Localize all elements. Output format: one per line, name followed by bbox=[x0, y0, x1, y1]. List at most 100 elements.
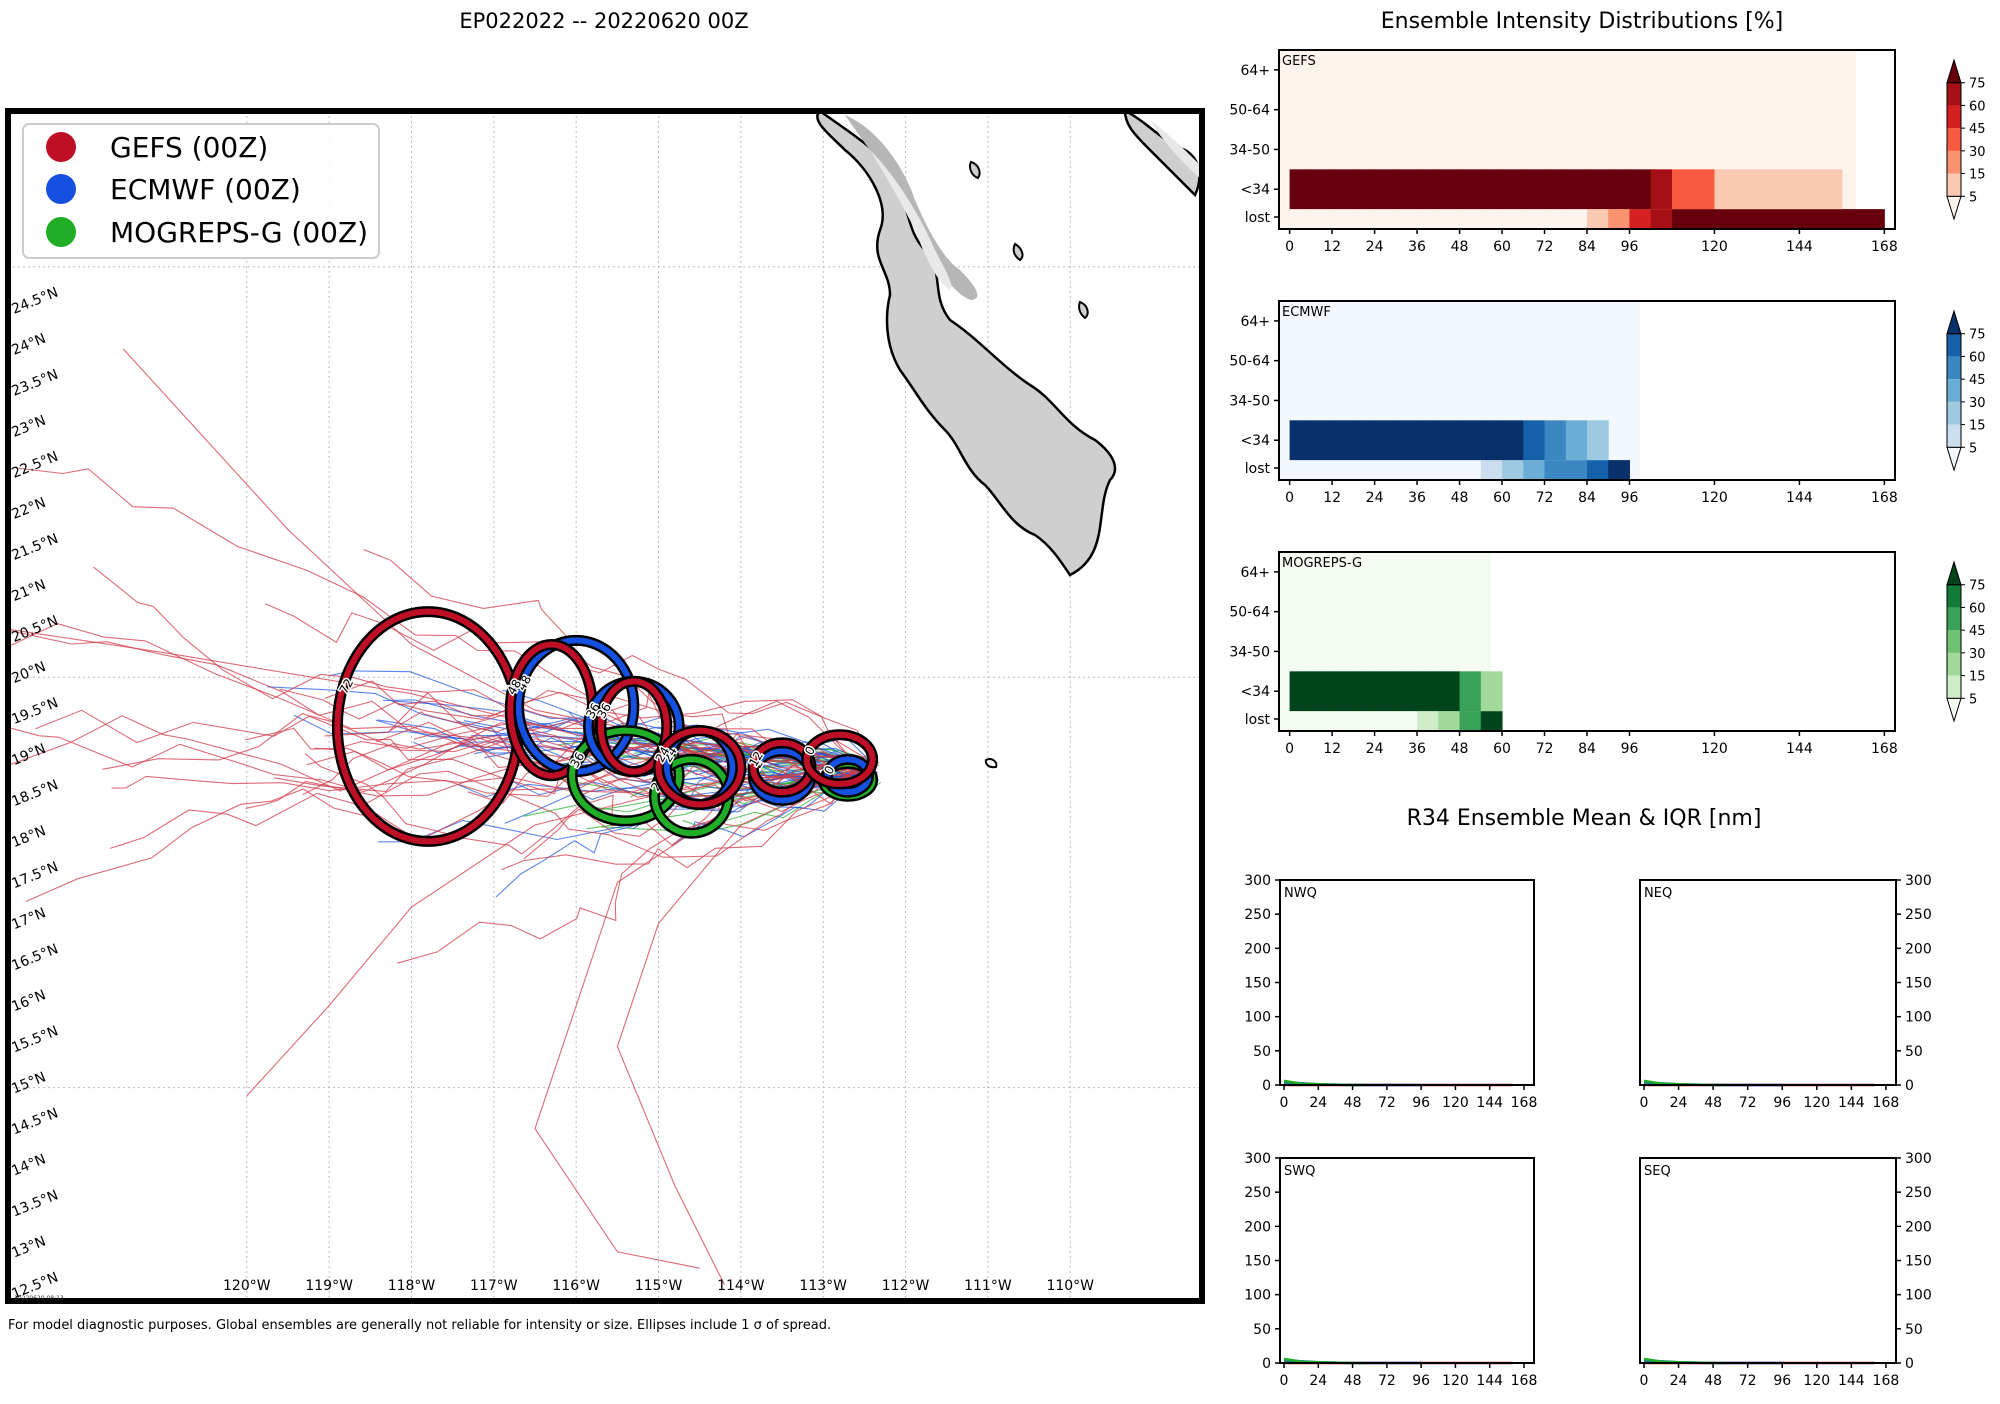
heatmap-cell bbox=[1438, 420, 1461, 461]
heatmap-ytick-label: 64+ bbox=[1240, 63, 1270, 79]
ensemble-track-outlier bbox=[534, 767, 865, 1269]
r34-ytick-label: 150 bbox=[1905, 976, 1932, 992]
legend-box bbox=[22, 123, 380, 259]
lon-label: 120°W bbox=[223, 1278, 271, 1294]
ellipse-ring bbox=[569, 727, 683, 824]
ellipse-ring bbox=[655, 727, 744, 808]
r34-xtick-label: 0 bbox=[1280, 1095, 1289, 1111]
ensemble-track bbox=[501, 774, 869, 871]
lon-label: 116°W bbox=[552, 1278, 600, 1294]
heatmap-cell bbox=[1863, 209, 1885, 229]
r34-xtick-label: 96 bbox=[1773, 1373, 1791, 1389]
ellipse-ring bbox=[597, 678, 670, 775]
colorbar-segment bbox=[1947, 173, 1961, 197]
colorbar-segment bbox=[1947, 150, 1961, 174]
r34-panel-swq: SWQ 0 50 100 150 200 250 300 0 24 48 72 96 120 144 168 bbox=[1244, 1151, 1537, 1389]
colorbar-tick-label: 15 bbox=[1969, 168, 1986, 183]
heatmap-cell bbox=[1289, 420, 1312, 461]
r34-xtick-label: 24 bbox=[1670, 1095, 1688, 1111]
r34-ytick-label: 300 bbox=[1905, 1151, 1932, 1167]
r34-title: R34 Ensemble Mean & IQR [nm] bbox=[1407, 806, 1762, 831]
ensemble-track bbox=[8, 623, 871, 770]
heatmap-xtick-label: 60 bbox=[1493, 239, 1511, 255]
colorbar-tick-label: 45 bbox=[1969, 624, 1986, 639]
colorbar-tick-label: 60 bbox=[1969, 99, 1986, 114]
heatmap-cell bbox=[1502, 420, 1524, 461]
r34-xtick-label: 48 bbox=[1344, 1095, 1362, 1111]
heatmap-cell bbox=[1608, 209, 1630, 229]
heatmap-xtick-label: 72 bbox=[1536, 490, 1554, 506]
heatmap-cell bbox=[1650, 169, 1673, 210]
heatmap-cell bbox=[1841, 209, 1864, 229]
r34-frame bbox=[1639, 1157, 1897, 1364]
heatmap-cell bbox=[1438, 169, 1461, 210]
heatmap-xtick-label: 48 bbox=[1451, 239, 1469, 255]
ensemble-track bbox=[35, 709, 877, 778]
r34-ytick-label: 150 bbox=[1244, 1254, 1271, 1270]
spread-ellipse: 36 bbox=[566, 725, 685, 827]
heatmap-xtick-label: 60 bbox=[1493, 741, 1511, 757]
r34-ytick-label: 50 bbox=[1905, 1322, 1923, 1338]
r34-panel-neq: NEQ 0 50 100 150 200 250 300 0 24 48 72 96 120 144 168 bbox=[1639, 873, 1932, 1111]
heatmap-cell bbox=[1544, 169, 1567, 210]
heatmap-cell bbox=[1417, 169, 1439, 210]
heatmap-ytick-label: 34-50 bbox=[1229, 644, 1270, 660]
lon-label: 114°W bbox=[717, 1278, 765, 1294]
heatmap-cell bbox=[1374, 169, 1397, 210]
heatmap-xtick-label: 144 bbox=[1786, 741, 1813, 757]
heatmap-cell bbox=[1417, 671, 1439, 712]
heatmap-cell bbox=[1480, 671, 1503, 712]
heatmap-xtick-label: 60 bbox=[1493, 490, 1511, 506]
colorbar-segment bbox=[1947, 333, 1961, 357]
r34-xtick-label: 120 bbox=[1803, 1095, 1830, 1111]
heatmap-xtick-label: 0 bbox=[1285, 239, 1294, 255]
r34-ytick-label: 200 bbox=[1905, 1219, 1932, 1235]
legend-label-gefs: GEFS (00Z) bbox=[110, 131, 268, 164]
colorbar-segment bbox=[1947, 105, 1961, 129]
legend-marker-gefs bbox=[46, 132, 76, 162]
heatmap-cell bbox=[1310, 671, 1333, 712]
lon-label: 115°W bbox=[635, 1278, 683, 1294]
colorbar-tick-label: 30 bbox=[1969, 647, 1986, 662]
r34-ytick-label: 300 bbox=[1244, 873, 1271, 889]
heatmap-cell bbox=[1671, 169, 1694, 210]
heatmap-xtick-label: 96 bbox=[1621, 741, 1639, 757]
r34-frame bbox=[1279, 1157, 1535, 1364]
heatmap-cell bbox=[1587, 460, 1609, 480]
r34-ytick-label: 0 bbox=[1262, 1356, 1271, 1372]
colorbar-frame bbox=[1946, 82, 1962, 197]
r34-ytick-label: 50 bbox=[1253, 1044, 1271, 1060]
lon-label: 117°W bbox=[470, 1278, 518, 1294]
heatmap-cell bbox=[1353, 671, 1376, 712]
r34-xtick-label: 144 bbox=[1476, 1373, 1503, 1389]
colorbar-segment bbox=[1947, 128, 1961, 151]
heatmap-cell bbox=[1735, 209, 1758, 229]
heatmap-cell bbox=[1693, 209, 1715, 229]
r34-ytick-label: 250 bbox=[1244, 907, 1271, 923]
heatmap-cell bbox=[1820, 169, 1843, 210]
ensemble-track bbox=[111, 763, 858, 809]
heatmap-cell bbox=[1502, 169, 1524, 210]
colorbar-extend-min bbox=[1946, 446, 1962, 472]
heatmap-xtick-label: 84 bbox=[1578, 239, 1596, 255]
r34-ytick-label: 50 bbox=[1253, 1322, 1271, 1338]
heatmap-cell bbox=[1544, 460, 1567, 480]
ensemble-track bbox=[523, 778, 855, 860]
heatmap-cell bbox=[1310, 420, 1333, 461]
r34-ytick-label: 0 bbox=[1905, 1078, 1914, 1094]
ensemble-track bbox=[397, 770, 852, 964]
heatmap-cell bbox=[1693, 169, 1715, 210]
intensity-title: Ensemble Intensity Distributions [%] bbox=[1381, 9, 1784, 34]
r34-ytick-label: 300 bbox=[1244, 1151, 1271, 1167]
r34-xtick-label: 168 bbox=[1873, 1373, 1900, 1389]
r34-ytick-label: 0 bbox=[1262, 1078, 1271, 1094]
lon-label: 111°W bbox=[964, 1278, 1012, 1294]
heatmap-cell bbox=[1480, 420, 1503, 461]
r34-frame bbox=[1639, 879, 1897, 1086]
heatmap-xtick-label: 24 bbox=[1366, 741, 1384, 757]
r34-xtick-label: 96 bbox=[1773, 1095, 1791, 1111]
colorbar-frame bbox=[1946, 333, 1962, 448]
heatmap-cell bbox=[1799, 169, 1822, 210]
r34-xtick-label: 120 bbox=[1442, 1095, 1469, 1111]
